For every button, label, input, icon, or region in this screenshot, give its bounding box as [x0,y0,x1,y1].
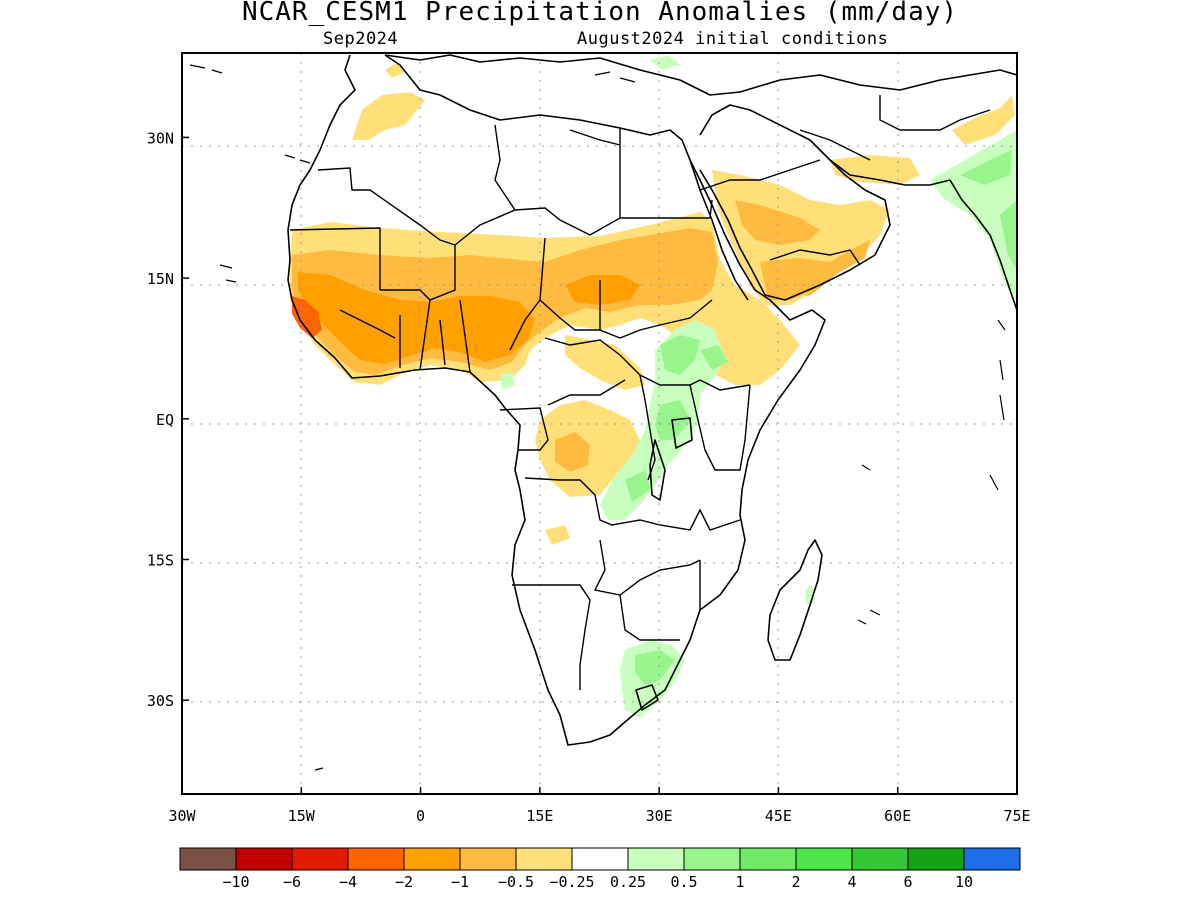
colorbar-swatch [963,847,1021,871]
lon-tick-label: 30E [646,807,673,825]
colorbar-label: −1 [451,873,469,891]
anomaly-field [290,55,1017,718]
anomaly-patch-morocco [352,92,425,140]
anomaly-southeast-wetter [635,650,675,685]
lon-tick-label: 15W [288,807,316,825]
colorbar-label: −0.25 [549,873,594,891]
colorbar-label: 2 [791,873,800,891]
anomaly-cameroon [565,335,645,390]
colorbar-label: −4 [339,873,357,891]
colorbar-swatch [459,847,517,871]
colorbar-label: −6 [283,873,301,891]
anomaly-ghats-wetter [1000,200,1017,270]
anomaly-central-orange [555,432,590,472]
map-title: NCAR_CESM1 Precipitation Anomalies (mm/d… [241,0,959,27]
forecast-month: Sep2024 [323,29,399,49]
colorbar-swatch [571,847,629,871]
colorbar-label: 4 [847,873,856,891]
colorbar-label: −10 [222,873,249,891]
lon-tick-label: 45E [765,807,792,825]
colorbar-swatch [179,847,237,871]
anomaly-india-wetter [960,150,1012,185]
anomaly-arabia-orange [735,200,820,245]
lat-tick-label: EQ [156,411,174,429]
lon-tick-label: 30W [168,807,196,825]
anomaly-west-wet [500,372,515,390]
colorbar-swatch [627,847,685,871]
axis-ticks: 30W 15W 0 15E 30E 45E 60E 75E 30N 15N EQ 15S 30S [147,129,1031,825]
lon-tick-label: 60E [884,807,911,825]
gridlines [182,53,1017,794]
lat-tick-label: 30S [147,692,174,710]
anomaly-east-wetter [660,335,700,375]
island-fragments [189,64,1006,771]
anomaly-central-asia [952,95,1015,145]
lon-tick-label: 75E [1003,807,1030,825]
lon-tick-label: 0 [416,807,425,825]
colorbar-label: 1 [735,873,744,891]
plot-frame [181,52,1018,795]
colorbar-swatch [683,847,741,871]
colorbar-swatch [291,847,349,871]
initial-conditions: August2024 initial conditions [577,29,889,49]
colorbar-swatch [235,847,293,871]
lat-tick-label: 15S [147,552,174,570]
anomaly-sahel-darker [298,272,535,364]
lat-tick-label: 30N [147,129,174,147]
country-borders [289,95,991,690]
colorbar-swatch [907,847,965,871]
colorbar: −10 −6 −4 −2 −1 −0.5 −0.25 0.25 0.5 1 2 4 6 10 [179,847,1021,891]
colorbar-swatch [515,847,573,871]
colorbar-swatch [739,847,797,871]
anomaly-madagascar-wet [805,585,815,605]
anomaly-patch-atlas [385,62,405,78]
colorbar-label: 10 [955,873,973,891]
anomaly-mediterranean-wet [650,55,680,70]
colorbar-swatch [403,847,461,871]
lat-tick-label: 15N [147,270,174,288]
anomaly-west-coast [292,296,322,338]
colorbar-swatch [795,847,853,871]
colorbar-label: 0.25 [610,873,646,891]
anomaly-yemen-orange [760,240,870,300]
colorbar-swatch [347,847,405,871]
colorbar-label: 6 [903,873,912,891]
colorbar-swatch [851,847,909,871]
anomaly-angola [545,525,570,545]
anomaly-great-lakes-wet [625,470,650,502]
anomaly-ethiopia-south [700,305,775,360]
colorbar-label: −2 [395,873,413,891]
lon-tick-label: 15E [526,807,553,825]
colorbar-label: 0.5 [670,873,697,891]
colorbar-label: −0.5 [498,873,534,891]
anomaly-ethiopia-wet [700,345,728,370]
coastlines [287,54,1017,746]
anomaly-chad-darker [565,275,640,305]
